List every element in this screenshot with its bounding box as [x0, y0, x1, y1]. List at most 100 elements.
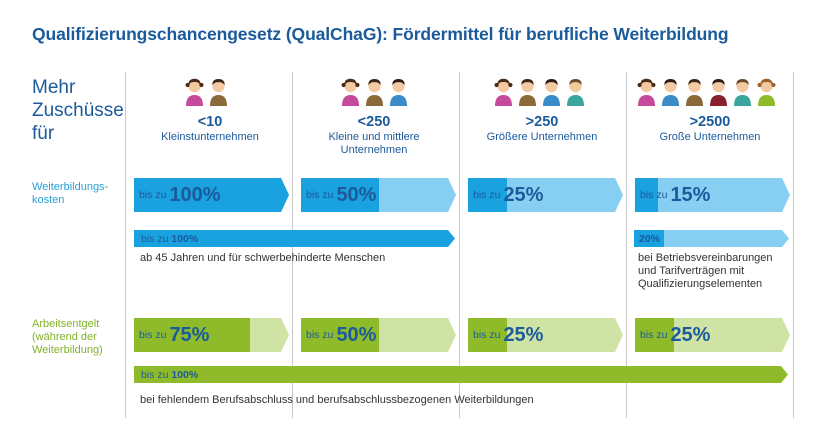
extra-prefix: bis zu — [141, 368, 169, 381]
column-divider — [626, 72, 627, 418]
row-label-weiterbildung: Weiterbildungs- kosten — [32, 181, 109, 206]
boy-icon — [543, 79, 560, 106]
bar-fill — [468, 178, 507, 212]
extra-value: 100% — [171, 368, 199, 381]
bar-prefix: bis zu — [306, 329, 334, 341]
column-size: <250 — [357, 114, 391, 130]
column-size: >250 — [525, 114, 559, 130]
column-label: Größere Unternehmen — [486, 131, 598, 143]
row-header-line-1: Mehr — [32, 77, 76, 98]
people-group-1 — [340, 76, 409, 106]
bar-value: 25% — [670, 323, 711, 346]
page-title: Qualifizierungschancengesetz (QualChaG):… — [32, 24, 729, 44]
bar-prefix: bis zu — [306, 189, 334, 201]
extra-arrow-100 — [134, 230, 455, 247]
column-label: Kleinstunternehmen — [161, 131, 259, 143]
column-label: Große Unternehmen — [659, 131, 761, 143]
bar-value: 25% — [503, 183, 544, 206]
bar-0 — [134, 318, 289, 352]
column-size: <10 — [197, 114, 223, 130]
people-group-0 — [184, 76, 229, 106]
bar-label: bis zu 25% — [473, 178, 543, 212]
girl-icon — [494, 78, 513, 106]
bar-track — [635, 178, 790, 212]
bar-label: bis zu 25% — [473, 318, 543, 352]
bar-label: bis zu 50% — [306, 318, 376, 352]
bar-prefix: bis zu — [640, 189, 668, 201]
bar-1 — [301, 318, 456, 352]
bar-value: 25% — [503, 323, 544, 346]
bar-0 — [134, 178, 289, 212]
bar-fill — [134, 178, 289, 212]
bar-2 — [468, 318, 623, 352]
boy-icon — [710, 79, 727, 106]
extra-prefix: bis zu — [141, 232, 169, 245]
column-head-2: >250 Größere Unternehmen — [462, 114, 622, 144]
column-head-0: <10 Kleinstunternehmen — [130, 114, 290, 144]
boy-icon — [662, 79, 679, 106]
boy-icon — [210, 79, 227, 106]
extra-arrow-fill-20 — [634, 230, 664, 247]
bar-1 — [301, 178, 456, 212]
extra-arrow-label: bis zu 100% — [141, 230, 198, 247]
boy-icon — [519, 79, 536, 106]
column-head-1: <250 Kleine und mittlere Unternehmen — [304, 114, 444, 157]
boy-icon — [567, 79, 584, 106]
bar-fill — [468, 318, 507, 352]
row-header-line-2: Zuschüsse — [32, 100, 124, 121]
extra-arrow-shape — [134, 230, 455, 247]
bar-label: bis zu 25% — [640, 318, 710, 352]
bar-prefix: bis zu — [473, 189, 501, 201]
bar-label: bis zu 100% — [139, 178, 221, 212]
bar-label: bis zu 75% — [139, 318, 209, 352]
bar-label: bis zu 15% — [640, 178, 710, 212]
boy-icon — [390, 79, 407, 106]
extra-arrow-ae-shape — [134, 366, 788, 383]
bar-2 — [468, 178, 623, 212]
column-label: Kleine und mittlere Unternehmen — [328, 131, 420, 156]
bar-value: 50% — [336, 183, 377, 206]
extra-note-2: bei Betriebsvereinbarungen und Tarifvert… — [638, 252, 773, 290]
extra-arrow-shape-light — [634, 230, 789, 247]
column-size: >2500 — [689, 114, 731, 130]
extra-arrow-20-label: 20% — [639, 232, 661, 245]
bar-prefix: bis zu — [473, 329, 501, 341]
row-header-line-3: für — [32, 123, 55, 144]
extra-note-1: ab 45 Jahren und für schwerbehinderte Me… — [140, 252, 386, 264]
bar-fill — [635, 178, 658, 212]
bar-fill — [134, 318, 250, 352]
bar-fill — [635, 318, 674, 352]
extra-arrow-20 — [634, 230, 789, 247]
girl-icon — [341, 78, 360, 106]
row-header: Mehr Zuschüsse für — [32, 76, 132, 145]
bar-prefix: bis zu — [640, 329, 668, 341]
people-group-2 — [493, 76, 586, 106]
bar-label: bis zu 50% — [306, 178, 376, 212]
bar-prefix: bis zu — [139, 189, 167, 201]
bar-value: 15% — [670, 183, 711, 206]
extra-value: 100% — [171, 232, 199, 245]
column-divider — [793, 72, 794, 418]
bar-fill — [301, 318, 379, 352]
girl-icon — [757, 78, 776, 106]
boy-icon — [366, 79, 383, 106]
column-head-3: >2500 Große Unternehmen — [630, 114, 790, 144]
boy-icon — [734, 79, 751, 106]
row-label-arbeitsentgelt: Arbeitsentgelt (während der Weiterbildun… — [32, 318, 103, 356]
bar-3 — [635, 178, 790, 212]
bar-3 — [635, 318, 790, 352]
extra-note-ae: bei fehlendem Berufsabschluss und berufs… — [140, 394, 534, 406]
bar-fill — [301, 178, 379, 212]
people-group-3 — [636, 76, 777, 106]
column-divider — [125, 72, 126, 418]
bar-value: 50% — [336, 323, 377, 346]
extra-arrow-ae-100 — [134, 366, 788, 383]
boy-icon — [686, 79, 703, 106]
column-divider — [459, 72, 460, 418]
extra-arrow-ae-label: bis zu 100% — [141, 366, 198, 383]
bar-value: 100% — [169, 183, 221, 206]
bar-prefix: bis zu — [139, 329, 167, 341]
bar-value: 75% — [169, 323, 210, 346]
girl-icon — [185, 78, 204, 106]
girl-icon — [637, 78, 656, 106]
